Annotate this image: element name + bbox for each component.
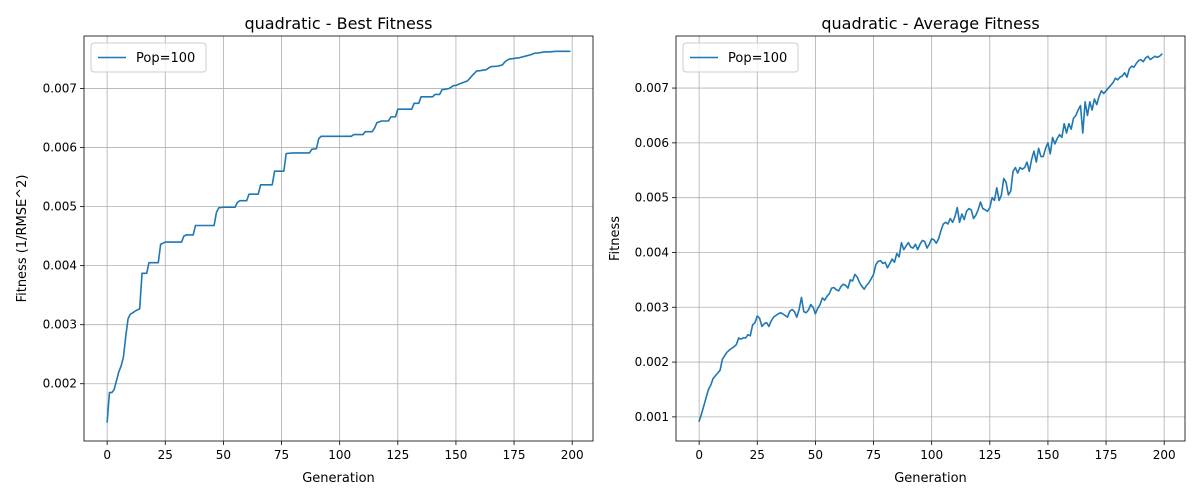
y-axis-ticks: 0.002 0.003 0.004 0.005 0.006 0.007 (43, 82, 84, 391)
x-tick-label: 0 (695, 448, 703, 462)
y-tick-label: 0.005 (635, 191, 669, 205)
x-tick-label: 75 (274, 448, 289, 462)
legend: Pop=100 (90, 42, 207, 73)
average-fitness-chart: quadratic - Average Fitness 0 25 50 75 100 12… (608, 14, 1186, 486)
y-tick-label: 0.004 (43, 259, 77, 273)
y-tick-label: 0.006 (43, 141, 77, 155)
y-axis-label: Fitness (608, 216, 623, 261)
y-tick-label: 0.004 (635, 245, 669, 259)
y-tick-label: 0.005 (43, 200, 77, 214)
y-tick-label: 0.003 (43, 318, 77, 332)
best-fitness-chart: quadratic - Best Fitness 0 25 50 75 100 125 15… (15, 14, 594, 486)
x-tick-label: 200 (1153, 448, 1176, 462)
y-axis-label: Fitness (1/RMSE^2) (15, 175, 30, 303)
legend-box (682, 42, 799, 73)
x-tick-label: 125 (978, 448, 1001, 462)
y-tick-label: 0.006 (635, 136, 669, 150)
x-tick-label: 50 (216, 448, 231, 462)
x-tick-label: 150 (1036, 448, 1059, 462)
legend-label: Pop=100 (728, 51, 787, 66)
y-tick-label: 0.003 (635, 300, 669, 314)
x-tick-label: 100 (328, 448, 351, 462)
x-tick-label: 25 (750, 448, 765, 462)
y-tick-label: 0.007 (635, 81, 669, 95)
y-tick-label: 0.002 (635, 355, 669, 369)
chart-title: quadratic - Best Fitness (244, 14, 432, 33)
series-line-pop-100 (698, 53, 1163, 423)
x-tick-label: 175 (1095, 448, 1118, 462)
grid (676, 36, 1185, 441)
plot-frame (83, 35, 594, 442)
x-axis-label: Generation (302, 471, 375, 486)
x-tick-label: 200 (561, 448, 584, 462)
x-tick-label: 150 (444, 448, 467, 462)
x-tick-label: 75 (866, 448, 881, 462)
x-tick-label: 100 (920, 448, 943, 462)
y-tick-label: 0.001 (635, 410, 669, 424)
legend: Pop=100 (682, 42, 799, 73)
legend-label: Pop=100 (136, 51, 195, 66)
x-tick-label: 125 (386, 448, 409, 462)
y-axis-ticks: 0.001 0.002 0.003 0.004 0.005 0.006 0.007 (635, 81, 676, 424)
y-tick-label: 0.002 (43, 377, 77, 391)
x-axis-label: Generation (894, 471, 967, 486)
series-line-pop-100 (106, 50, 571, 423)
grid (84, 36, 593, 441)
plot-frame (675, 35, 1186, 442)
x-tick-label: 25 (158, 448, 173, 462)
x-axis-ticks: 0 25 50 75 100 125 150 175 200 (695, 441, 1176, 462)
y-tick-label: 0.007 (43, 82, 77, 96)
x-tick-label: 0 (103, 448, 111, 462)
legend-box (90, 42, 207, 73)
x-tick-label: 50 (808, 448, 823, 462)
x-tick-label: 175 (503, 448, 526, 462)
chart-title: quadratic - Average Fitness (821, 14, 1039, 33)
x-axis-ticks: 0 25 50 75 100 125 150 175 200 (103, 441, 584, 462)
